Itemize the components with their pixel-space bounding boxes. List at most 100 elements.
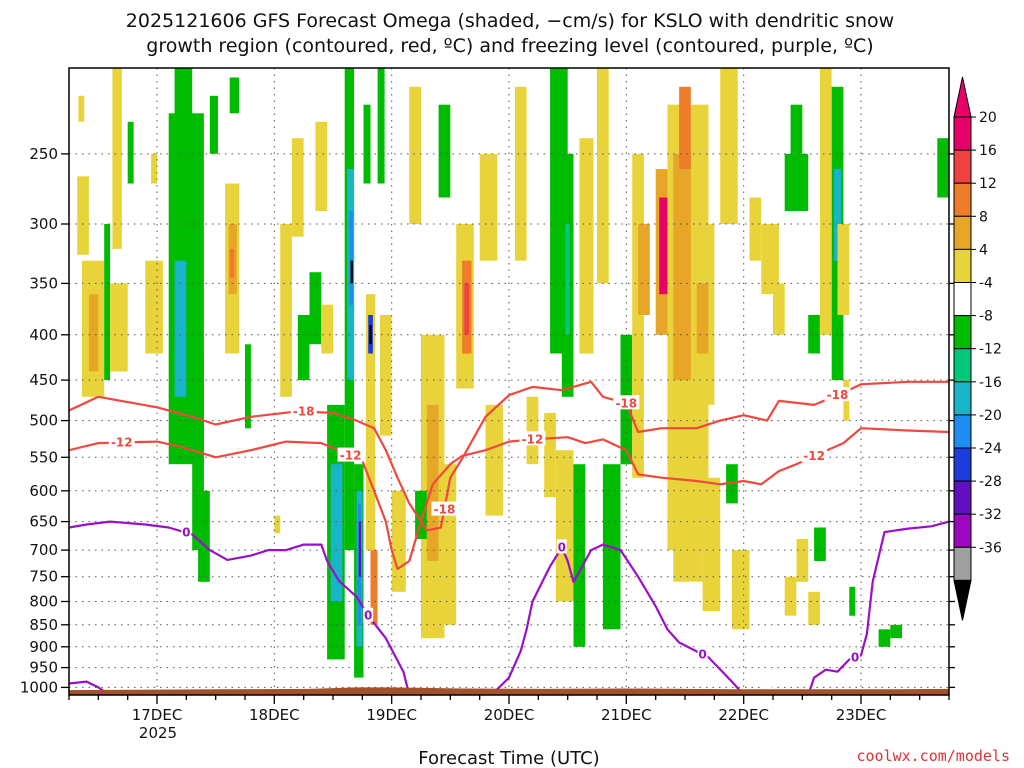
x-axis-title: Forecast Time (UTC) (418, 748, 599, 768)
contour-label: -18 (827, 388, 849, 402)
y-tick-label: 700 (29, 541, 58, 559)
y-tick-label: 650 (29, 513, 58, 531)
colorbar-swatch (953, 414, 972, 449)
contour-label: -18 (434, 503, 456, 517)
omega-cell (937, 138, 949, 198)
contour-label-bg (519, 431, 546, 446)
omega-cell (88, 294, 99, 372)
omega-cell (358, 521, 362, 577)
colorbar-swatch (953, 348, 972, 383)
contour-label-bg (290, 403, 317, 418)
omega-cell (749, 197, 762, 261)
colorbar-swatch (953, 149, 972, 184)
grid (69, 68, 949, 695)
chart-title-line-1: 2025121606 GFS Forecast Omega (shaded, −… (126, 10, 894, 32)
omega-cell (565, 224, 570, 335)
colorbar-swatch (953, 248, 972, 283)
omega-cell (849, 586, 856, 616)
contour-label-bg (108, 434, 135, 449)
omega-cell (77, 176, 89, 255)
omega-cell (544, 412, 556, 498)
colorbar-label: -36 (979, 540, 1002, 556)
chart-title-line-2: growth region (contoured, red, ºC) and f… (146, 35, 873, 57)
contour-label-bg (556, 539, 567, 554)
x-tick-label: 23DEC (836, 706, 887, 724)
omega-cell (291, 138, 304, 237)
omega-cell (761, 224, 779, 295)
omega-cell (274, 515, 281, 534)
omega-cell (834, 169, 841, 261)
colorbar-label: 8 (979, 209, 988, 225)
contour-label: -12 (803, 449, 825, 463)
y-tick-label: 750 (29, 568, 58, 586)
y-tick-label: 1000 (20, 678, 58, 696)
omega-cell (485, 404, 504, 516)
colorbar: 20 16 12 8 4 -4 -8 -12 -16 -20 -24 -28 -32 -36 (953, 76, 1002, 621)
omega-cell (321, 304, 333, 354)
contour-label: -18 (293, 405, 315, 419)
y-tick-label: 350 (29, 274, 58, 292)
omega-cell (773, 283, 785, 335)
omega-cell (808, 591, 820, 625)
x-axis: 17DEC 18DEC 19DEC 20DEC 21DEC 22DEC 23DEC (68, 695, 950, 724)
omega-cell (659, 197, 669, 295)
contour-label-bg (801, 447, 828, 462)
omega-cell (696, 283, 709, 354)
colorbar-label: 16 (979, 143, 997, 159)
omega-cell (819, 68, 832, 335)
omega-cell (391, 490, 406, 592)
colorbar-label: -28 (979, 474, 1002, 490)
omega-cell (198, 490, 210, 582)
colorbar-swatch (953, 182, 972, 217)
colorbar-swatch (953, 215, 972, 250)
omega-cell (145, 260, 163, 354)
plot-area: -18-18-18-18-12-12-12-12000000 (68, 67, 950, 696)
omega-cell (415, 490, 427, 539)
contour-label-bg (431, 501, 458, 516)
colorbar-label: 12 (979, 176, 997, 192)
y-tick-label: 300 (29, 215, 58, 233)
contour-line-dgz (69, 427, 949, 570)
contour-label: -12 (111, 436, 133, 450)
contour-label: 0 (558, 540, 566, 554)
ground-fill (69, 687, 949, 695)
omega-cell (837, 224, 850, 315)
omega-cell (127, 121, 134, 184)
colorbar-label: -4 (979, 276, 993, 292)
omega-cell (365, 294, 376, 551)
y-tick-label: 250 (29, 145, 58, 163)
credit-text: coolwx.com/models (856, 747, 1010, 765)
omega-cell (78, 95, 85, 122)
contour-label: 0 (851, 650, 859, 664)
omega-cell (597, 68, 609, 284)
y-tick-label: 900 (29, 638, 58, 656)
omega-cell (112, 68, 122, 249)
omega-cell (349, 211, 353, 305)
omega-cell (638, 224, 650, 315)
omega-cell (464, 283, 470, 335)
omega-cell (878, 629, 891, 647)
colorbar-label: -12 (979, 342, 1002, 358)
omega-cell (679, 86, 691, 169)
contour-label: -12 (340, 449, 362, 463)
omega-cell (514, 86, 527, 261)
omega-cell (790, 104, 803, 154)
omega-cell (720, 68, 738, 224)
colorbar-label: -32 (979, 507, 1002, 523)
omega-cell (814, 527, 826, 561)
omega-cell (673, 153, 691, 381)
omega-cell (731, 550, 750, 630)
contour-label-bg (181, 524, 192, 539)
omega-cell (784, 576, 797, 616)
colorbar-label: 20 (979, 110, 997, 126)
ground (69, 687, 949, 695)
contour-label: 0 (364, 609, 372, 623)
contour-line-dgz (69, 380, 949, 532)
omega-cell (379, 315, 392, 436)
omega-cell (808, 315, 820, 354)
colorbar-label: -20 (979, 408, 1002, 424)
omega-cell (890, 624, 902, 639)
x-tick-label: 18DEC (249, 706, 300, 724)
omega-cell (151, 153, 157, 184)
